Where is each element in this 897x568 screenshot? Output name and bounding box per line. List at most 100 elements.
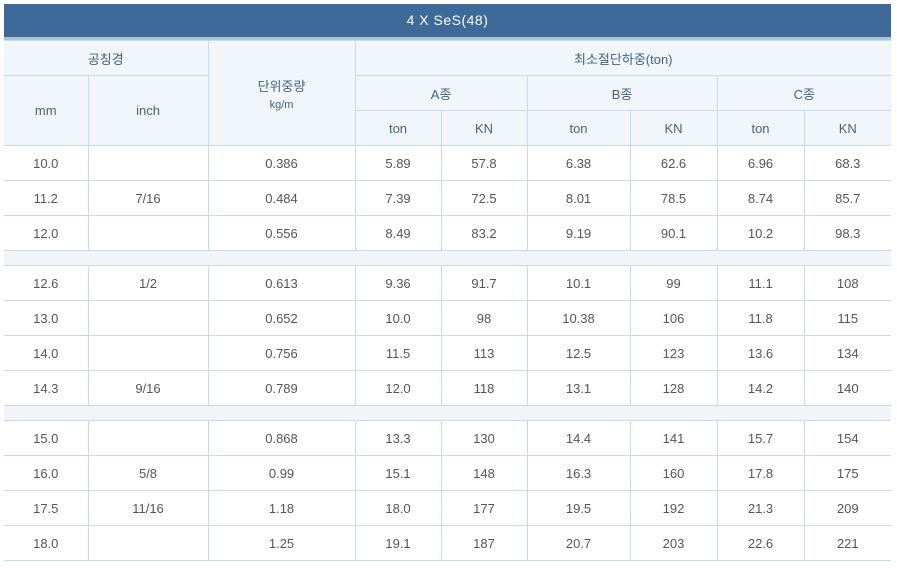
cell-inch [87,420,209,456]
cell-a-ton: 12.0 [354,370,442,406]
cell-a-ton: 8.49 [354,215,442,251]
cell-c-kn: 98.3 [803,215,892,251]
header-unit-ton: ton [526,110,631,146]
header-mm: mm [4,75,89,146]
table-row: 10.0 0.386 5.89 57.8 6.38 62.6 6.96 68.3 [4,145,892,181]
cell-c-ton: 10.2 [716,215,805,251]
cell-mm: 11.2 [4,180,89,216]
cell-c-ton: 11.8 [716,300,805,336]
header-inch: inch [87,75,209,146]
table-row: 12.6 1/2 0.613 9.36 91.7 10.1 99 11.1 108 [4,265,892,301]
header-unit-ton: ton [716,110,805,146]
cell-a-kn: 91.7 [440,265,528,301]
header-unit-kn: KN [629,110,718,146]
header-grade-b: B종 [526,75,718,111]
cell-c-ton: 14.2 [716,370,805,406]
cell-unit-weight: 0.868 [207,420,356,456]
cell-b-ton: 20.7 [526,525,631,561]
cell-b-ton: 19.5 [526,490,631,526]
cell-c-kn: 140 [803,370,892,406]
header-unit-kn: KN [440,110,528,146]
table-row: 18.0 1.25 19.1 187 20.7 203 22.6 221 [4,525,892,561]
cell-mm: 14.3 [4,370,89,406]
cell-c-ton: 17.8 [716,455,805,491]
cell-c-ton: 6.96 [716,145,805,181]
cell-inch [87,145,209,181]
cell-a-ton: 7.39 [354,180,442,216]
cell-a-ton: 9.36 [354,265,442,301]
cell-inch: 11/16 [87,490,209,526]
cell-a-kn: 177 [440,490,528,526]
cell-c-kn: 108 [803,265,892,301]
cell-c-kn: 221 [803,525,892,561]
cell-mm: 13.0 [4,300,89,336]
cell-c-kn: 175 [803,455,892,491]
cell-b-ton: 10.38 [526,300,631,336]
cell-inch [87,300,209,336]
cell-a-kn: 130 [440,420,528,456]
table-title: 4 X SeS(48) [4,4,891,37]
table-row: 16.0 5/8 0.99 15.1 148 16.3 160 17.8 175 [4,455,892,491]
cell-unit-weight: 0.613 [207,265,356,301]
table-row: 12.0 0.556 8.49 83.2 9.19 90.1 10.2 98.3 [4,215,892,251]
cell-mm: 12.0 [4,215,89,251]
cell-unit-weight: 0.386 [207,145,356,181]
cell-c-ton: 22.6 [716,525,805,561]
group-separator [4,250,892,266]
cell-a-kn: 83.2 [440,215,528,251]
cell-b-kn: 78.5 [629,180,718,216]
cell-a-ton: 10.0 [354,300,442,336]
cell-b-ton: 12.5 [526,335,631,371]
header-grade-a: A종 [354,75,528,111]
cell-inch: 9/16 [87,370,209,406]
table-row: 17.5 11/16 1.18 18.0 177 19.5 192 21.3 209 [4,490,892,526]
cell-c-kn: 209 [803,490,892,526]
cell-mm: 16.0 [4,455,89,491]
cell-b-kn: 62.6 [629,145,718,181]
cell-a-kn: 118 [440,370,528,406]
cell-unit-weight: 0.789 [207,370,356,406]
cell-mm: 15.0 [4,420,89,456]
table-row: 13.0 0.652 10.0 98 10.38 106 11.8 115 [4,300,892,336]
cell-a-ton: 19.1 [354,525,442,561]
header-nominal-diameter: 공칭경 [4,40,209,76]
cell-inch [87,525,209,561]
cell-b-ton: 6.38 [526,145,631,181]
table-header: 공칭경 단위중량 kg/m 최소절단하중(ton) mm inch A종 B종 … [4,40,892,146]
cell-c-ton: 13.6 [716,335,805,371]
cell-c-kn: 134 [803,335,892,371]
cell-a-kn: 113 [440,335,528,371]
header-grade-c: C종 [716,75,892,111]
cell-inch [87,215,209,251]
cell-a-kn: 98 [440,300,528,336]
header-unit-weight-label: 단위중량 [257,78,306,94]
group-separator-cell [4,250,892,266]
cell-mm: 17.5 [4,490,89,526]
cell-unit-weight: 0.99 [207,455,356,491]
cell-a-ton: 11.5 [354,335,442,371]
cell-b-ton: 16.3 [526,455,631,491]
header-breaking-load: 최소절단하중(ton) [354,40,892,76]
cell-a-kn: 148 [440,455,528,491]
cell-a-kn: 187 [440,525,528,561]
spec-table-container: 4 X SeS(48) 공칭경 단위중량 kg/m 최소절단하중(ton) mm… [4,4,892,561]
cell-c-kn: 68.3 [803,145,892,181]
cell-inch: 7/16 [87,180,209,216]
table-body: 10.0 0.386 5.89 57.8 6.38 62.6 6.96 68.3 11.2 7/1… [4,145,892,561]
header-unit-kn: KN [803,110,892,146]
cell-unit-weight: 1.18 [207,490,356,526]
cell-b-kn: 123 [629,335,718,371]
cell-a-ton: 13.3 [354,420,442,456]
cell-unit-weight: 0.556 [207,215,356,251]
cell-c-kn: 115 [803,300,892,336]
header-unit-ton: ton [354,110,442,146]
cell-mm: 18.0 [4,525,89,561]
cell-a-ton: 18.0 [354,490,442,526]
cell-b-kn: 141 [629,420,718,456]
cell-inch [87,335,209,371]
table-row: 14.3 9/16 0.789 12.0 118 13.1 128 14.2 140 [4,370,892,406]
cell-mm: 12.6 [4,265,89,301]
cell-b-kn: 192 [629,490,718,526]
wire-rope-spec-table: 공칭경 단위중량 kg/m 최소절단하중(ton) mm inch A종 B종 … [4,40,892,561]
cell-inch: 5/8 [87,455,209,491]
